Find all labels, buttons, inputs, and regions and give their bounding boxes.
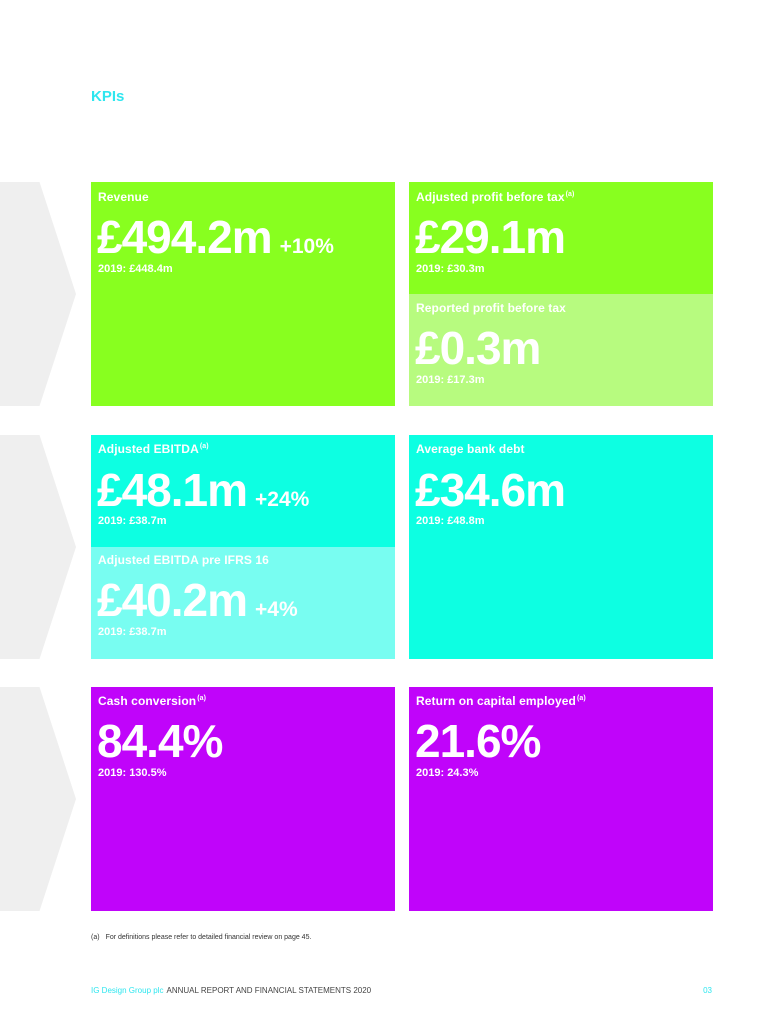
kpi-value: £494.2m	[97, 211, 273, 263]
kpi-comparison: 2019: 24.3%	[416, 767, 479, 779]
kpi-value: 21.6%	[415, 715, 541, 767]
kpi-label: Adjusted EBITDA pre IFRS 16	[98, 553, 269, 567]
kpi-change: +10%	[279, 235, 334, 258]
footnote-marker: (a)	[91, 934, 100, 941]
kpi-panel-adjusted-ebitda: Adjusted EBITDA(a) £48.1m +24% 2019: £38.…	[91, 435, 395, 547]
footer-publication: ANNUAL REPORT AND FINANCIAL STATEMENTS 2…	[166, 986, 372, 995]
footer-company: IG Design Group plc	[91, 986, 164, 995]
page-number: 03	[703, 986, 712, 995]
footnote-ref: (a)	[576, 695, 586, 702]
kpi-label-text: Cash conversion	[98, 694, 197, 708]
kpi-label: Adjusted EBITDA(a)	[98, 442, 209, 456]
chevron-decoration-1	[0, 182, 76, 406]
page-title: KPIs	[91, 88, 125, 105]
kpi-value: £48.1m	[97, 464, 248, 516]
kpi-label: Reported profit before tax	[416, 301, 566, 315]
footnote-ref: (a)	[565, 191, 575, 198]
kpi-label: Average bank debt	[416, 442, 525, 456]
kpi-panel-reported-pbt: Reported profit before tax £0.3m 2019: £…	[409, 294, 713, 406]
kpi-label-text: Adjusted EBITDA	[98, 442, 199, 456]
kpi-change: +4%	[255, 598, 298, 621]
kpi-value-row: £494.2m +10%	[97, 214, 334, 260]
kpi-comparison: 2019: £38.7m	[98, 626, 167, 638]
kpi-panel-cash-conversion: Cash conversion(a) 84.4% 2019: 130.5%	[91, 687, 395, 911]
kpi-comparison: 2019: £448.4m	[98, 263, 173, 275]
kpi-value: £0.3m	[415, 322, 541, 374]
kpi-value: £29.1m	[415, 211, 566, 263]
kpi-value-row: £40.2m +4%	[97, 577, 298, 623]
kpi-comparison: 2019: £30.3m	[416, 263, 485, 275]
kpi-panel-roce: Return on capital employed(a) 21.6% 2019…	[409, 687, 713, 911]
chevron-decoration-2	[0, 435, 76, 659]
kpi-label-text: Adjusted profit before tax	[416, 190, 565, 204]
kpi-comparison: 2019: £48.8m	[416, 515, 485, 527]
kpi-label: Revenue	[98, 190, 149, 204]
kpi-panel-adjusted-ebitda-pre-ifrs16: Adjusted EBITDA pre IFRS 16 £40.2m +4% 20…	[91, 547, 395, 659]
kpi-value: 84.4%	[97, 715, 223, 767]
kpi-label: Cash conversion(a)	[98, 694, 206, 708]
page-footer: IG Design Group plc ANNUAL REPORT AND FIN…	[91, 986, 371, 995]
chevron-decoration-3	[0, 687, 76, 911]
kpi-panel-adjusted-pbt: Adjusted profit before tax(a) £29.1m 201…	[409, 182, 713, 294]
kpi-comparison: 2019: £38.7m	[98, 515, 167, 527]
footnote-text: For definitions please refer to detailed…	[105, 934, 312, 941]
kpi-comparison: 2019: £17.3m	[416, 374, 485, 386]
kpi-value: £34.6m	[415, 464, 566, 516]
footnote-ref: (a)	[197, 695, 207, 702]
kpi-panel-average-bank-debt: Average bank debt £34.6m 2019: £48.8m	[409, 435, 713, 659]
kpi-label-text: Return on capital employed	[416, 694, 576, 708]
kpi-value-row: £48.1m +24%	[97, 467, 309, 513]
footnote: (a) For definitions please refer to detai…	[91, 934, 311, 941]
footnote-ref: (a)	[199, 443, 209, 450]
kpi-comparison: 2019: 130.5%	[98, 767, 167, 779]
kpi-label: Return on capital employed(a)	[416, 694, 586, 708]
kpi-value: £40.2m	[97, 574, 248, 626]
kpi-label: Adjusted profit before tax(a)	[416, 190, 574, 204]
kpi-change: +24%	[255, 488, 310, 511]
kpi-panel-revenue: Revenue £494.2m +10% 2019: £448.4m	[91, 182, 395, 406]
